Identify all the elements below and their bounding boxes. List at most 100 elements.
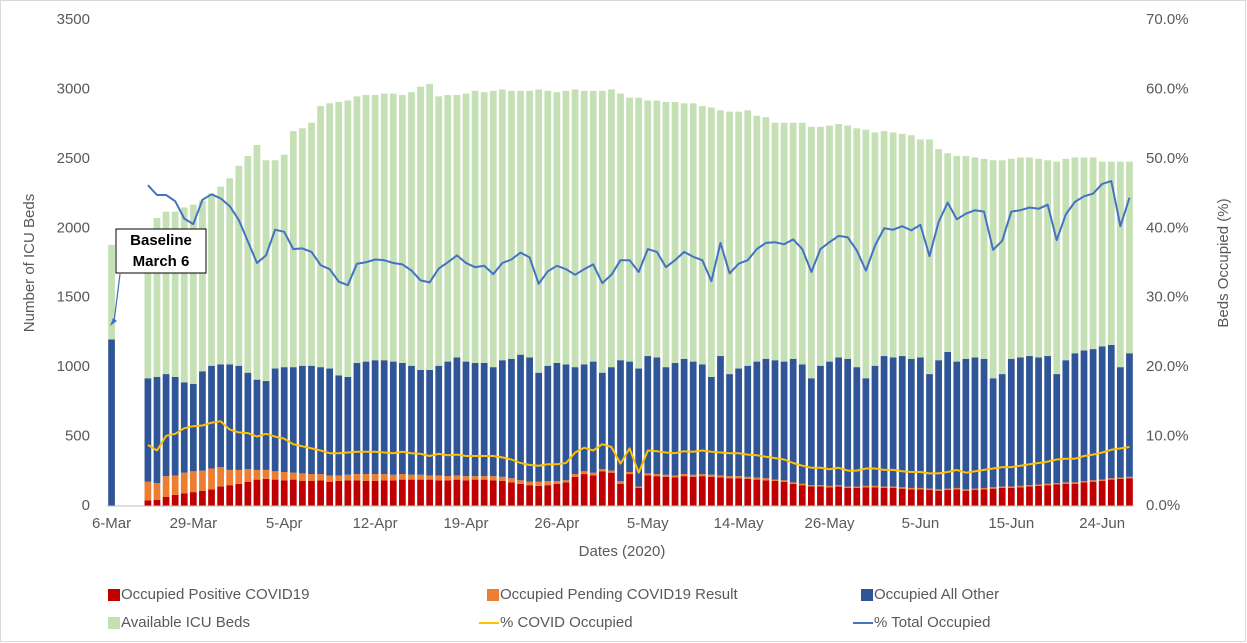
- bar: [535, 372, 543, 482]
- annotation-arrowhead: [110, 318, 117, 326]
- bar: [617, 483, 624, 506]
- bar: [1007, 358, 1015, 487]
- bar: [289, 472, 297, 480]
- bar: [944, 153, 952, 352]
- bar: [280, 471, 288, 481]
- bar: [853, 487, 861, 506]
- bar: [262, 381, 270, 470]
- bar: [153, 217, 161, 377]
- bar: [807, 378, 815, 486]
- bar: [626, 97, 633, 362]
- bar: [762, 480, 770, 506]
- bar: [508, 478, 515, 483]
- bar: [762, 478, 770, 481]
- bar: [962, 156, 970, 359]
- bar: [971, 490, 979, 506]
- y-tick-label: 2000: [57, 219, 90, 236]
- bar: [353, 474, 361, 481]
- y2-tick-label: 20.0%: [1146, 358, 1189, 375]
- bar: [889, 132, 897, 358]
- bar: [598, 372, 606, 470]
- bar: [444, 476, 452, 481]
- y2-tick-label: 40.0%: [1146, 219, 1189, 236]
- bar: [408, 92, 415, 366]
- bar: [835, 486, 842, 506]
- bar: [989, 487, 997, 489]
- bar: [289, 479, 297, 506]
- bar: [189, 204, 197, 384]
- bar: [689, 103, 697, 362]
- bar: [571, 89, 579, 368]
- bar: [462, 480, 470, 506]
- bar: [753, 361, 761, 478]
- bar: [235, 165, 243, 366]
- bar: [1044, 356, 1052, 484]
- bar: [280, 480, 288, 506]
- bar: [935, 360, 942, 490]
- bar: [1126, 161, 1133, 354]
- bar: [344, 474, 352, 481]
- bar: [780, 361, 788, 481]
- bar: [244, 469, 252, 482]
- bar: [898, 488, 906, 506]
- bar: [635, 368, 643, 487]
- bar: [489, 476, 497, 481]
- bar: [998, 486, 1006, 488]
- annotation-text: March 6: [133, 253, 190, 270]
- y-tick-label: 2500: [57, 150, 90, 167]
- bar: [299, 128, 306, 366]
- bar: [353, 362, 361, 475]
- bar: [853, 367, 861, 487]
- bar: [744, 110, 752, 366]
- bar: [998, 374, 1006, 487]
- legend-label: % COVID Occupied: [500, 614, 633, 631]
- bar: [462, 361, 470, 477]
- bar: [526, 357, 533, 482]
- bar: [580, 474, 588, 506]
- bar: [189, 383, 197, 472]
- bar: [780, 481, 788, 506]
- bar: [317, 367, 324, 475]
- bar: [826, 487, 833, 506]
- bar: [389, 93, 397, 362]
- bar: [462, 476, 470, 481]
- bar: [517, 480, 524, 484]
- bar: [262, 478, 270, 506]
- bar: [344, 376, 352, 475]
- bar: [108, 244, 115, 340]
- bar: [971, 157, 979, 358]
- bar: [408, 474, 415, 480]
- bar: [544, 365, 552, 482]
- bar: [1080, 350, 1088, 482]
- bar: [262, 469, 270, 479]
- bar: [689, 361, 697, 475]
- bar: [598, 469, 606, 472]
- bar: [380, 360, 388, 475]
- bar: [944, 488, 952, 491]
- y2-tick-label: 10.0%: [1146, 428, 1189, 445]
- bar: [680, 358, 688, 475]
- bar: [744, 476, 752, 479]
- bar: [907, 487, 915, 490]
- bar: [362, 361, 370, 475]
- bar: [1071, 157, 1079, 354]
- bar: [871, 487, 879, 506]
- bar: [571, 474, 579, 477]
- bar: [417, 369, 424, 475]
- bar: [299, 365, 306, 474]
- bar: [844, 125, 852, 359]
- bar: [835, 485, 842, 487]
- bar: [426, 475, 434, 480]
- bar: [862, 129, 870, 379]
- bar: [1089, 480, 1097, 482]
- bar: [326, 475, 334, 482]
- bar: [189, 492, 197, 506]
- bar: [1035, 485, 1042, 506]
- bar: [580, 364, 588, 472]
- bar: [380, 474, 388, 481]
- bar: [571, 476, 579, 506]
- bar: [644, 475, 652, 506]
- y-tick-label: 1000: [57, 358, 90, 375]
- bar: [1035, 158, 1042, 358]
